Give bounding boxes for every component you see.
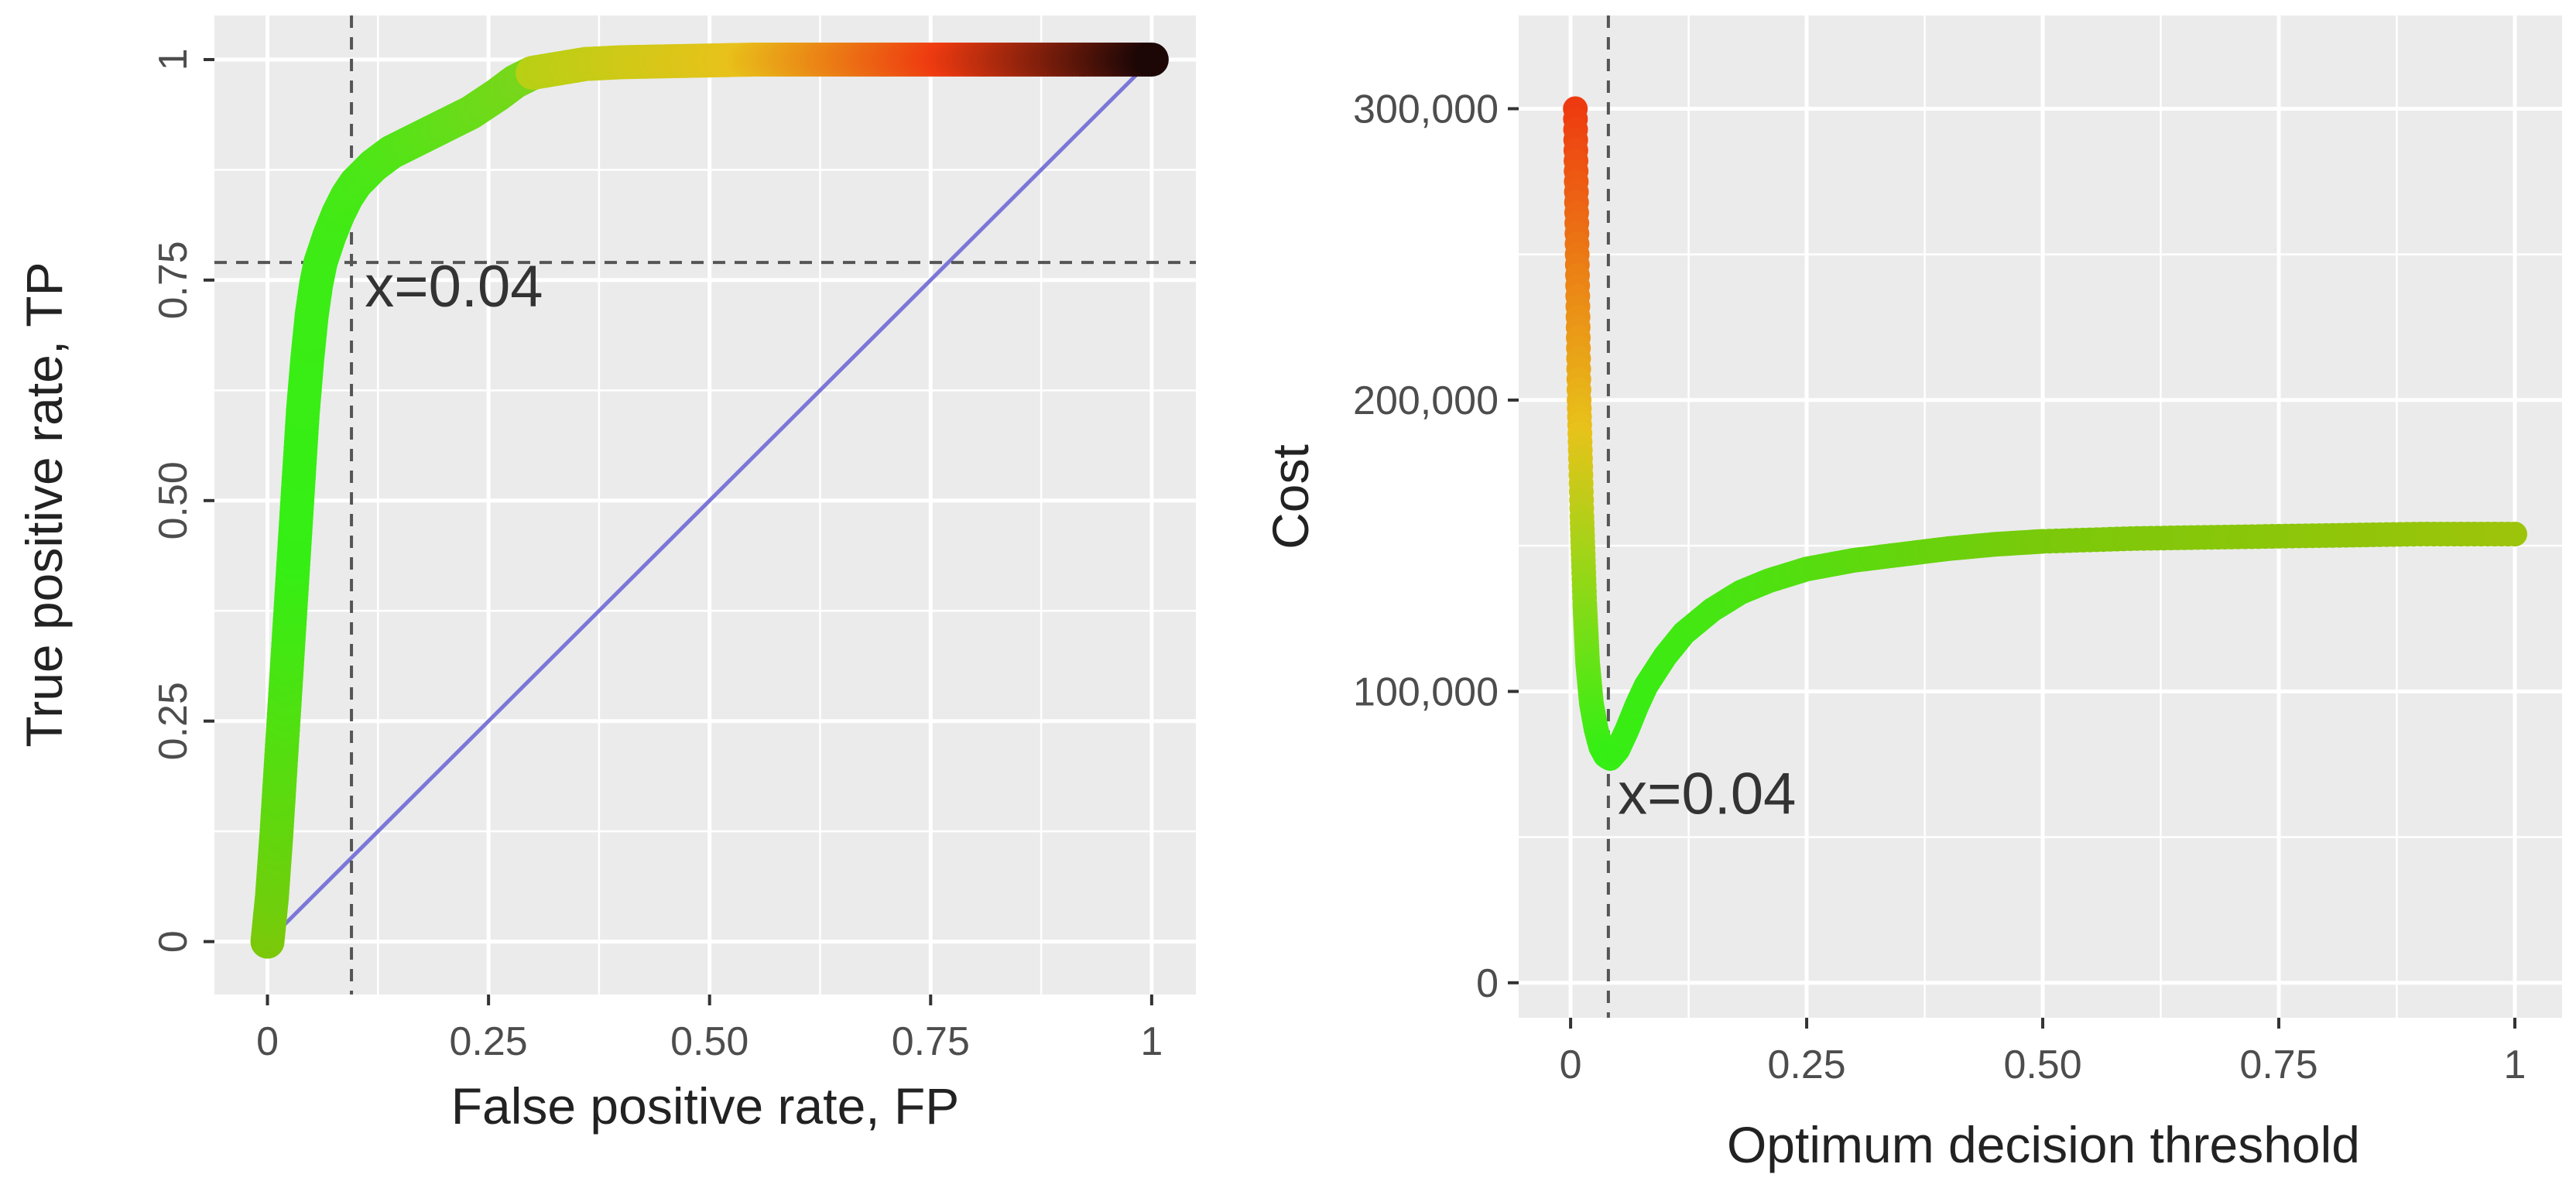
- roc-point: [1134, 42, 1169, 77]
- roc-clip: [214, 15, 1196, 995]
- roc-points: [250, 42, 1169, 959]
- cost-x-tick-label: 0: [1560, 1042, 1582, 1087]
- roc-x-axis-label: False positive rate, FP: [451, 1077, 960, 1135]
- roc-chart: 0 0.25 0.50 0.75 1 0 0.25 0.50 0.75 1 x=0.04 Fal…: [15, 15, 1196, 1135]
- roc-y-tick-label: 0.50: [151, 461, 196, 539]
- cost-x-tick-label: 0.75: [2239, 1042, 2317, 1087]
- roc-y-axis-label: True positive rate, TP: [15, 262, 73, 747]
- cost-x-axis-label: Optimum decision threshold: [1727, 1116, 2360, 1173]
- roc-x-tick-label: 0.50: [670, 1019, 748, 1064]
- roc-x-tick-label: 0: [256, 1019, 279, 1064]
- cost-x-ticks: 0 0.25 0.50 0.75 1: [1560, 1018, 2526, 1087]
- roc-annotation: x=0.04: [365, 254, 543, 320]
- roc-x-tick-label: 1: [1140, 1019, 1163, 1064]
- cost-y-tick-label: 300,000: [1353, 87, 1499, 132]
- roc-x-tick-label: 0.25: [450, 1019, 528, 1064]
- roc-x-tick-label: 0.75: [892, 1019, 970, 1064]
- cost-y-tick-label: 0: [1476, 961, 1499, 1006]
- cost-point: [2502, 522, 2528, 547]
- cost-y-tick-label: 200,000: [1353, 378, 1499, 423]
- roc-y-tick-label: 0: [151, 930, 196, 953]
- cost-x-tick-label: 1: [2504, 1042, 2526, 1087]
- cost-x-tick-label: 0.25: [1767, 1042, 1845, 1087]
- cost-plot-background: [1519, 15, 2562, 1018]
- cost-points: [1563, 96, 2528, 771]
- roc-y-tick-label: 1: [151, 49, 196, 71]
- cost-grid: [1519, 15, 2562, 1018]
- roc-y-ticks: 0 0.25 0.50 0.75 1: [151, 49, 214, 953]
- roc-y-tick-label: 0.25: [151, 682, 196, 760]
- roc-x-ticks: 0 0.25 0.50 0.75 1: [256, 995, 1163, 1064]
- cost-y-tick-label: 100,000: [1353, 669, 1499, 714]
- roc-diagonal: [265, 58, 1153, 943]
- roc-y-tick-label: 0.75: [151, 241, 196, 319]
- cost-x-tick-label: 0.50: [2003, 1042, 2081, 1087]
- cost-annotation: x=0.04: [1618, 761, 1796, 827]
- cost-y-ticks: 0 100,000 200,000 300,000: [1353, 87, 1519, 1006]
- cost-y-axis-label: Cost: [1262, 444, 1319, 549]
- cost-chart: 0 0.25 0.50 0.75 1 0 100,000 200,000 300,000 x=…: [1262, 15, 2562, 1173]
